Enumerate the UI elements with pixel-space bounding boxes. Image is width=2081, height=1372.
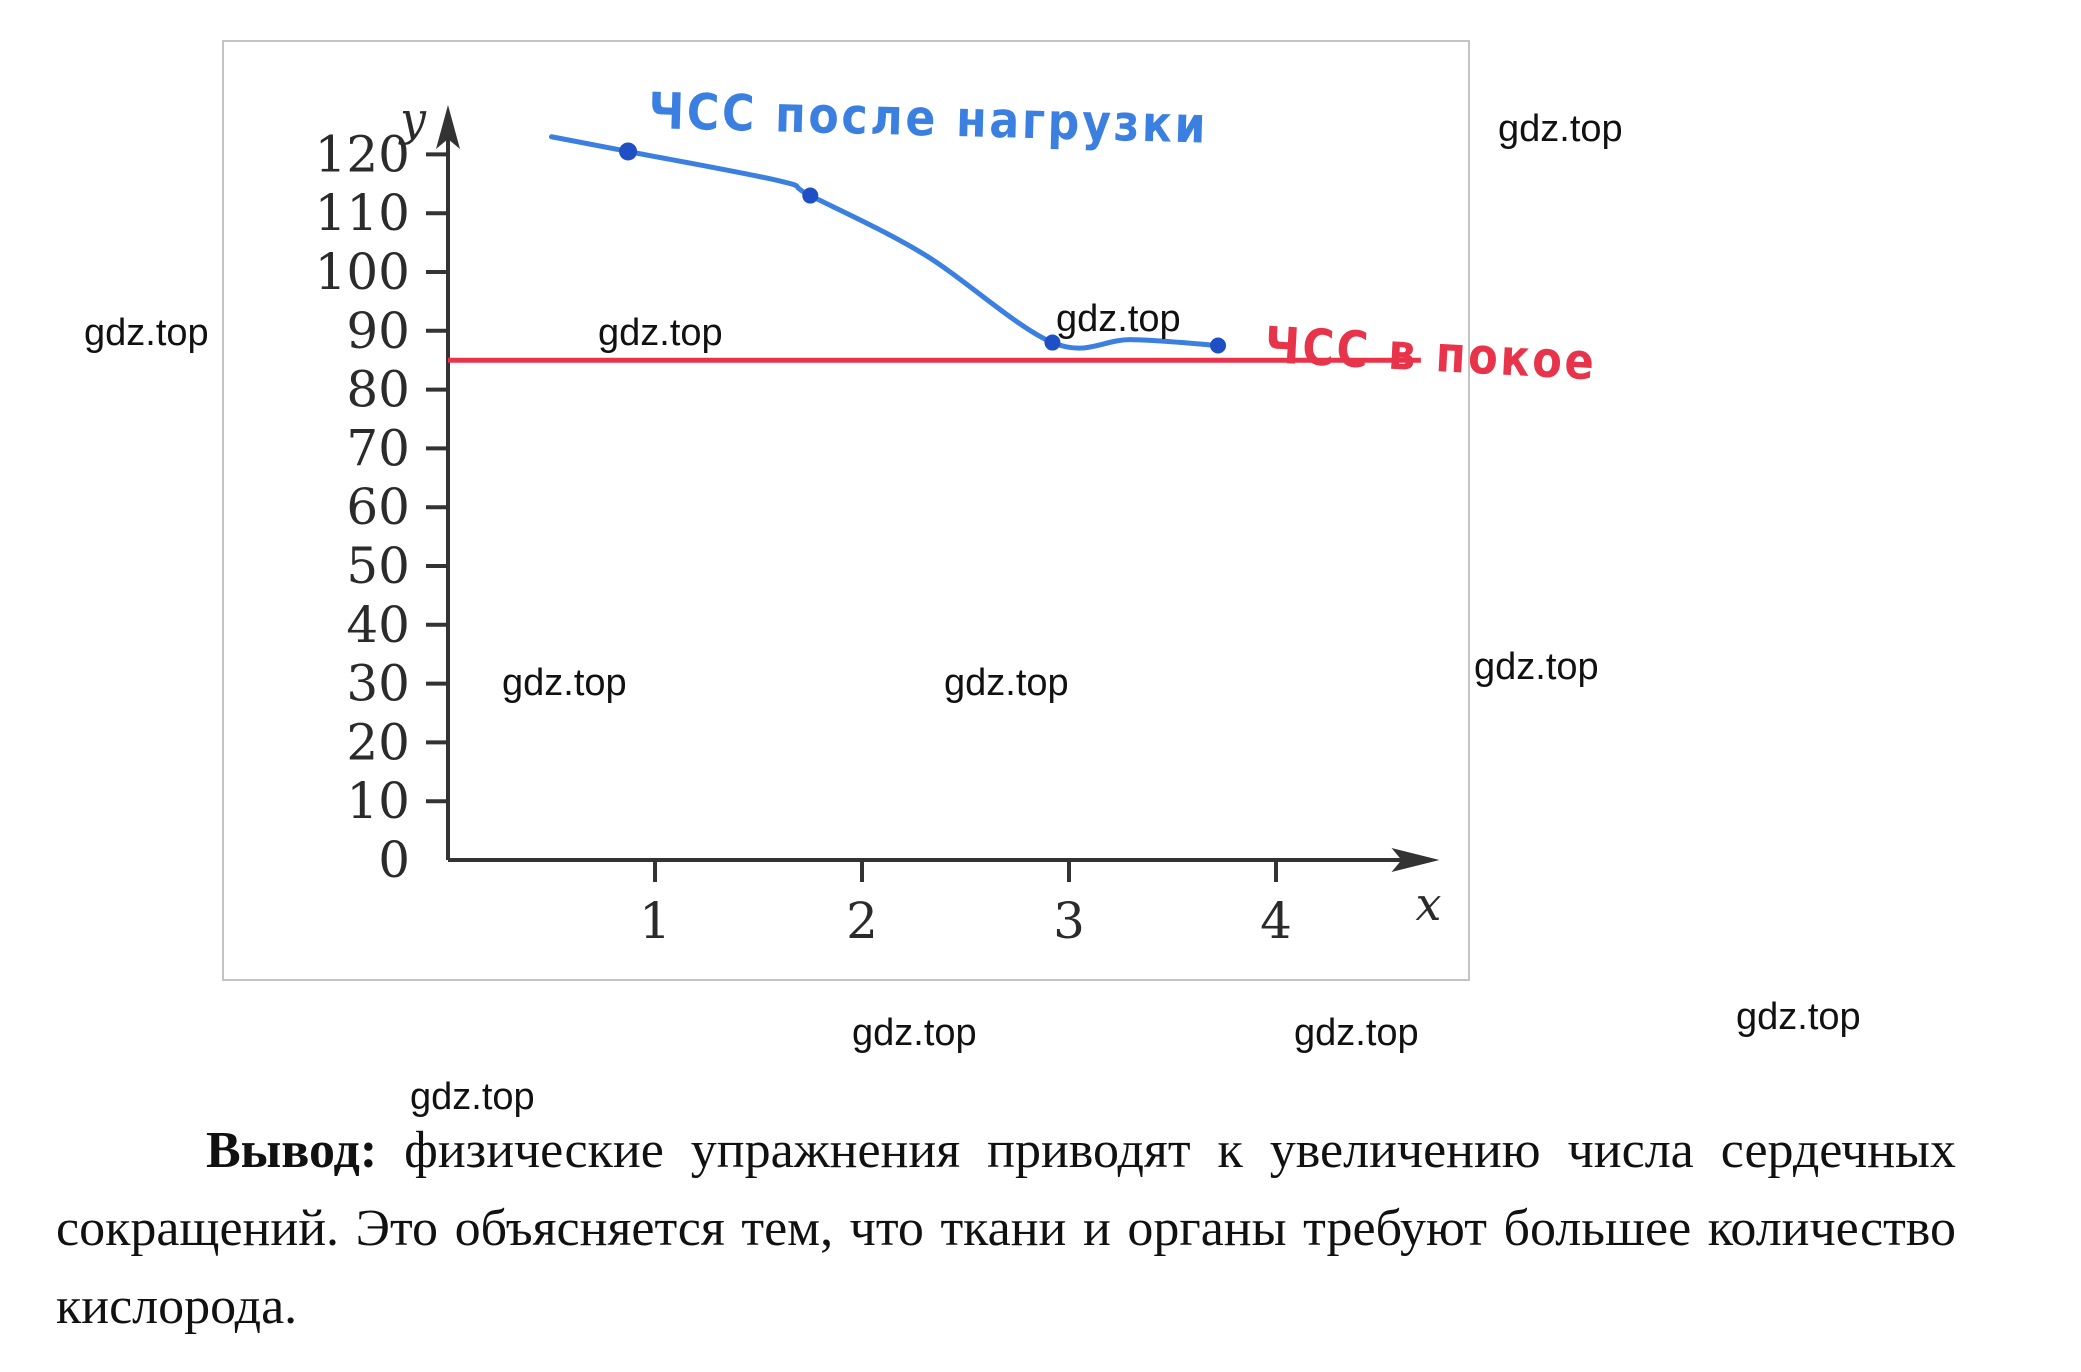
- watermark: gdz.top: [1736, 996, 1861, 1038]
- series-label-at-rest: ЧСС в покое: [1263, 316, 1598, 391]
- chart-frame: [222, 40, 1470, 981]
- watermark: gdz.top: [1498, 108, 1623, 150]
- watermark: gdz.top: [84, 312, 209, 354]
- y-tick-label: 10: [346, 772, 410, 830]
- x-tick-label: 4: [1260, 892, 1292, 950]
- watermark: gdz.top: [852, 1012, 977, 1054]
- y-tick-label: 70: [346, 419, 410, 477]
- y-tick-label: 0: [378, 831, 410, 889]
- y-tick-label: 90: [346, 302, 410, 360]
- y-tick-label: 100: [315, 243, 410, 301]
- y-tick-label: 40: [346, 596, 410, 654]
- data-point: [802, 187, 819, 204]
- x-axis-ticks: 1 2 3 4: [639, 860, 1292, 950]
- series-line-after-exercise: [549, 134, 1221, 351]
- x-tick-label: 3: [1053, 892, 1085, 950]
- x-tick-label: 1: [639, 892, 671, 950]
- watermark: gdz.top: [1294, 1012, 1419, 1054]
- y-axis-label: y: [398, 92, 427, 146]
- watermark: gdz.top: [1474, 646, 1599, 688]
- series-label-after-exercise: ЧСС после нагрузки: [648, 82, 1209, 155]
- y-tick-label: 120: [315, 125, 410, 183]
- y-tick-label: 80: [346, 361, 410, 419]
- conclusion-paragraph: Вывод: физические упражнения приводят к …: [56, 1112, 1956, 1346]
- watermark: gdz.top: [598, 312, 723, 354]
- y-tick-label: 50: [346, 537, 410, 595]
- x-axis-arrow: [1391, 848, 1440, 872]
- x-axis-label: x: [1416, 877, 1442, 931]
- conclusion-label: Вывод:: [206, 1122, 378, 1179]
- data-point: [619, 142, 638, 161]
- x-tick-label: 2: [846, 892, 878, 950]
- series-layer: [448, 134, 1421, 363]
- y-tick-label: 30: [346, 655, 410, 713]
- data-point: [1210, 337, 1227, 354]
- watermark: gdz.top: [502, 662, 627, 704]
- data-point: [1044, 334, 1061, 351]
- y-tick-label: 60: [346, 478, 410, 536]
- y-tick-label: 20: [346, 713, 410, 771]
- watermark: gdz.top: [1056, 298, 1181, 340]
- watermark: gdz.top: [410, 1076, 535, 1118]
- y-axis-arrow: [436, 105, 460, 149]
- conclusion-text: физические упражнения приводят к увеличе…: [56, 1122, 1956, 1335]
- y-tick-label: 110: [315, 184, 410, 242]
- watermark: gdz.top: [944, 662, 1069, 704]
